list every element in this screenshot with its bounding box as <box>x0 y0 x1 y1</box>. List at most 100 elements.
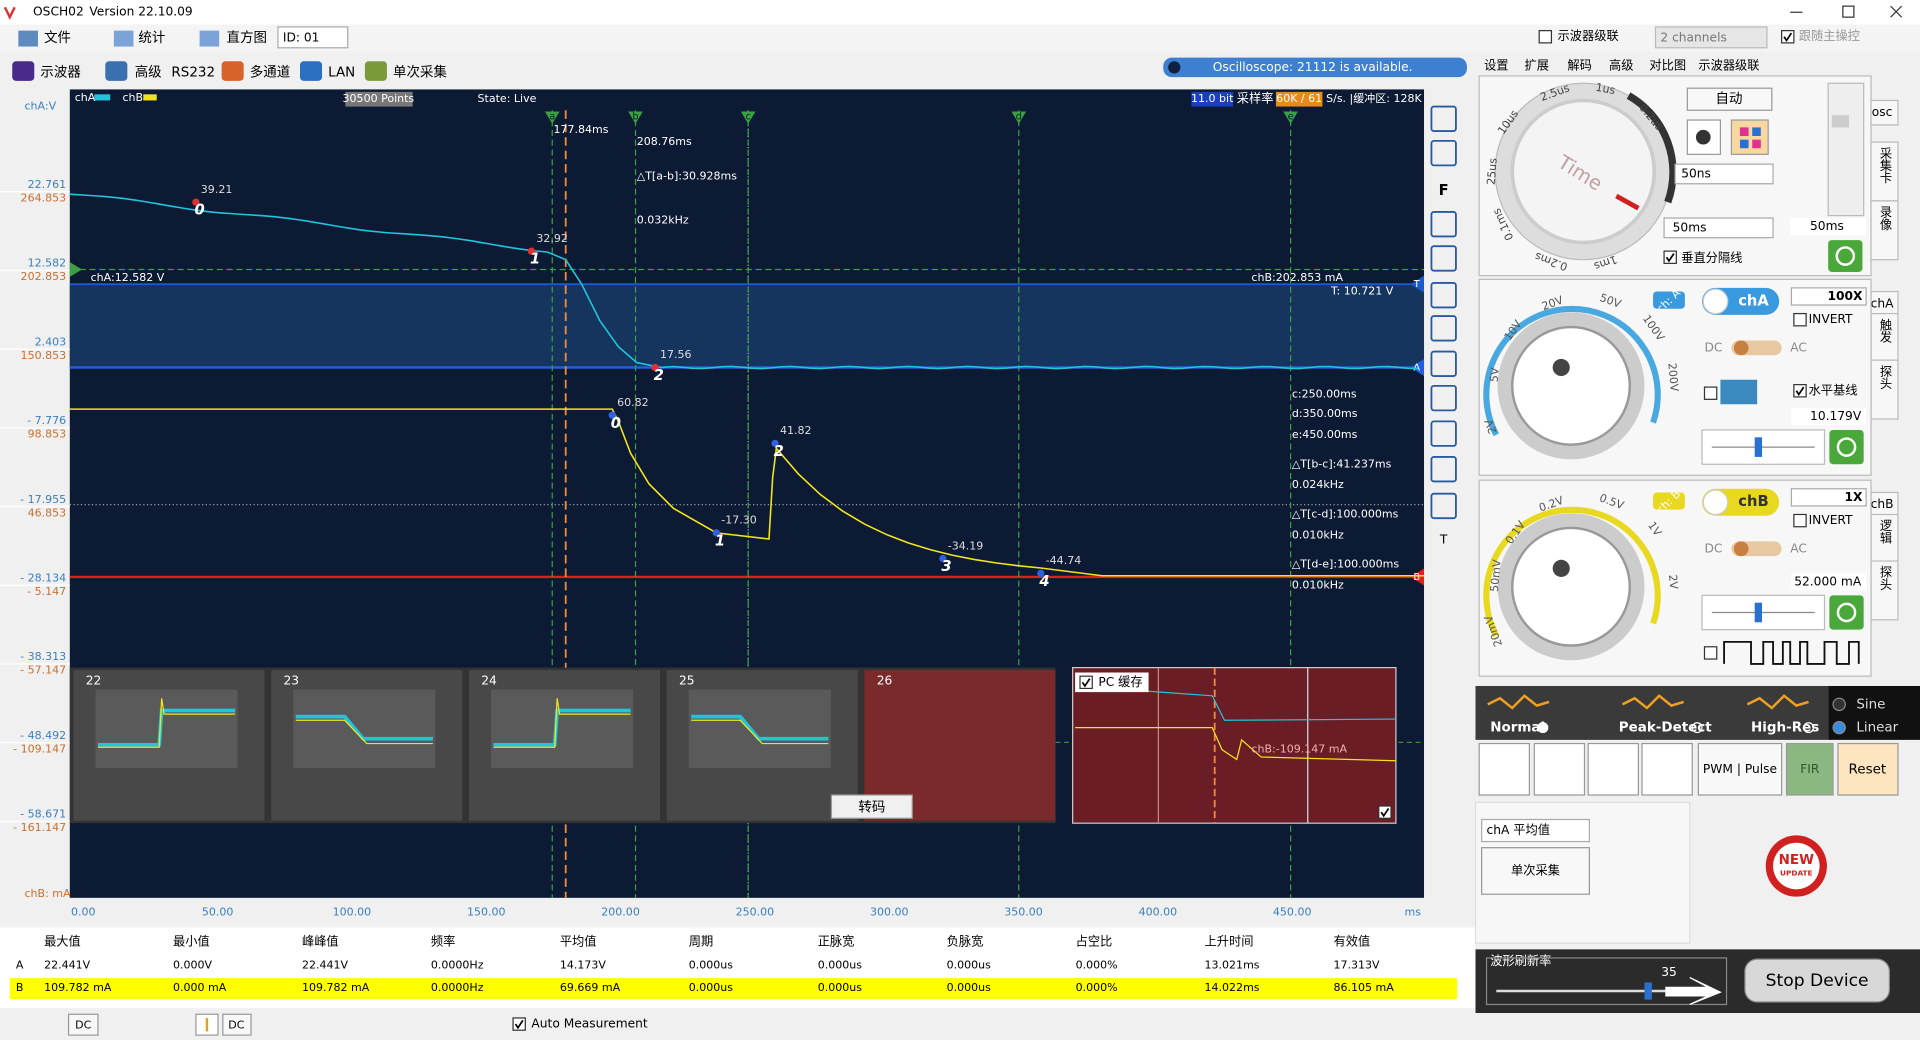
probe-select[interactable] <box>1790 488 1867 507</box>
level-tag[interactable] <box>1410 568 1425 586</box>
level-tag[interactable] <box>1410 358 1425 377</box>
reset-button[interactable] <box>1837 742 1899 796</box>
mode-radio[interactable] <box>1691 722 1703 734</box>
tool-button[interactable] <box>1430 350 1457 377</box>
level-tag[interactable] <box>1410 275 1425 293</box>
refresh-button[interactable] <box>1829 429 1864 465</box>
toolbar-item[interactable]: 单次采集 <box>393 64 447 80</box>
mode-label[interactable]: High-Res <box>1751 720 1819 736</box>
tool-button[interactable] <box>1430 455 1457 483</box>
waveform-label[interactable]: Linear <box>1856 720 1898 736</box>
probe-select[interactable] <box>1790 287 1867 306</box>
side-tab-label[interactable]: 探头 <box>1878 365 1892 390</box>
tool-button[interactable] <box>1430 492 1457 520</box>
cursor-handle[interactable] <box>628 111 643 124</box>
side-tab-label[interactable]: 采集卡 <box>1878 147 1892 184</box>
select[interactable] <box>1674 163 1774 185</box>
close[interactable] <box>1890 5 1903 18</box>
tool-f[interactable]: F <box>1439 182 1449 199</box>
checkbox[interactable] <box>1703 646 1718 660</box>
waveform-label[interactable]: Sine <box>1856 696 1885 712</box>
fir-label[interactable]: FIR <box>1800 762 1820 776</box>
toolbar-item[interactable]: LAN <box>328 64 355 80</box>
tool-button[interactable] <box>1430 105 1457 132</box>
refresh-button[interactable] <box>1828 240 1863 272</box>
cursor-handle[interactable] <box>1011 111 1027 124</box>
single-label[interactable]: 单次采集 <box>1511 862 1560 877</box>
tool-button[interactable] <box>1430 315 1457 342</box>
stop-button[interactable] <box>1744 958 1890 1003</box>
channel-dial-knob[interactable] <box>1511 325 1632 446</box>
panel-tab[interactable]: 解码 <box>1567 59 1591 73</box>
mode-radio[interactable] <box>1803 722 1815 734</box>
tool-button[interactable] <box>1587 742 1639 796</box>
checkbox[interactable] <box>1793 312 1807 327</box>
mode-radio[interactable] <box>1537 722 1549 734</box>
menu-item[interactable]: 直方图 <box>227 30 267 46</box>
time-dial-knob[interactable] <box>1510 98 1657 245</box>
transcode-label[interactable]: 转码 <box>858 799 885 815</box>
stop-label[interactable]: Stop Device <box>1766 971 1869 991</box>
dc-label[interactable]: DC <box>228 1018 244 1031</box>
single-button[interactable] <box>1481 847 1590 895</box>
time-slider[interactable] <box>1827 82 1865 217</box>
dc-button[interactable] <box>222 1013 252 1036</box>
waveform-radio[interactable] <box>1832 697 1846 712</box>
fir-button[interactable] <box>1785 742 1834 796</box>
panel-tab[interactable]: 示波器级联 <box>1698 59 1759 73</box>
auto-button[interactable] <box>1686 87 1773 111</box>
side-tab-label[interactable]: 逻辑 <box>1878 519 1892 544</box>
avg-select[interactable] <box>1481 818 1590 843</box>
tool-button[interactable] <box>1430 211 1457 238</box>
waveform-radio[interactable] <box>1832 720 1846 735</box>
select[interactable] <box>1663 217 1774 239</box>
color-button[interactable] <box>1730 119 1769 155</box>
tool-button[interactable] <box>1430 282 1457 309</box>
checkbox[interactable] <box>1793 384 1807 398</box>
pwm-label[interactable]: PWM | Pulse <box>1703 762 1777 777</box>
tool-button[interactable] <box>1641 742 1693 796</box>
side-tab-label[interactable]: chA <box>1871 296 1894 310</box>
tool-button[interactable] <box>1533 742 1586 796</box>
channel-dial-knob[interactable] <box>1511 526 1632 647</box>
side-tab[interactable] <box>1870 99 1899 126</box>
tool-button[interactable] <box>1430 139 1457 167</box>
toolbar-item[interactable]: 高级 <box>135 63 162 80</box>
checkbox[interactable] <box>1663 250 1677 264</box>
checkbox[interactable] <box>1538 30 1553 44</box>
auto-label[interactable]: 自动 <box>1716 91 1743 107</box>
side-tab-label[interactable]: 探头 <box>1878 566 1892 591</box>
side-tab-label[interactable]: 录像 <box>1878 206 1892 231</box>
checkbox[interactable] <box>1703 386 1718 400</box>
channels-select[interactable] <box>1654 26 1768 49</box>
reset-label[interactable]: Reset <box>1849 761 1887 777</box>
cursor-handle[interactable] <box>740 111 756 124</box>
pwm-button[interactable] <box>1697 742 1783 796</box>
mode-label[interactable]: Normal <box>1490 720 1545 736</box>
tool-button[interactable] <box>1478 742 1530 796</box>
cursor-handle[interactable] <box>544 111 560 124</box>
tool-button[interactable] <box>1430 420 1457 447</box>
tool-button[interactable] <box>1430 384 1457 412</box>
panel-tab[interactable]: 设置 <box>1484 59 1508 73</box>
dc-button[interactable] <box>67 1013 99 1036</box>
maximize[interactable] <box>1842 5 1855 18</box>
panel-tab[interactable]: 对比图 <box>1649 59 1686 73</box>
panel-tab[interactable]: 高级 <box>1609 58 1633 73</box>
checkbox[interactable] <box>1079 675 1093 690</box>
checkbox[interactable] <box>1781 30 1795 44</box>
toolbar-item[interactable]: 示波器 <box>40 64 81 80</box>
menu-item[interactable]: 统计 <box>138 30 165 46</box>
tool-t[interactable]: T <box>1439 533 1448 547</box>
side-tab[interactable] <box>1870 141 1899 202</box>
side-tab[interactable] <box>1870 560 1899 621</box>
cha-left-marker[interactable] <box>69 262 83 277</box>
tool-button[interactable] <box>1430 245 1457 272</box>
toolbar-item[interactable]: 多通道 <box>250 63 290 80</box>
side-tab-label[interactable]: osc <box>1872 105 1893 119</box>
mode-label[interactable]: Peak-Detect <box>1619 720 1712 736</box>
cursor-handle[interactable] <box>1283 111 1298 124</box>
refresh-thumb[interactable] <box>1644 982 1652 1000</box>
transcode-button[interactable] <box>830 794 913 819</box>
side-tab[interactable] <box>1870 290 1899 317</box>
